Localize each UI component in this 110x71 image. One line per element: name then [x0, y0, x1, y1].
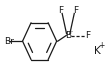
Text: +: +: [99, 41, 105, 50]
Text: K: K: [94, 46, 101, 56]
Text: F: F: [59, 6, 64, 15]
Text: B: B: [65, 31, 71, 40]
Text: F: F: [73, 6, 78, 15]
Text: F: F: [85, 31, 91, 40]
Text: –: –: [70, 29, 73, 34]
Text: Br: Br: [4, 37, 14, 46]
